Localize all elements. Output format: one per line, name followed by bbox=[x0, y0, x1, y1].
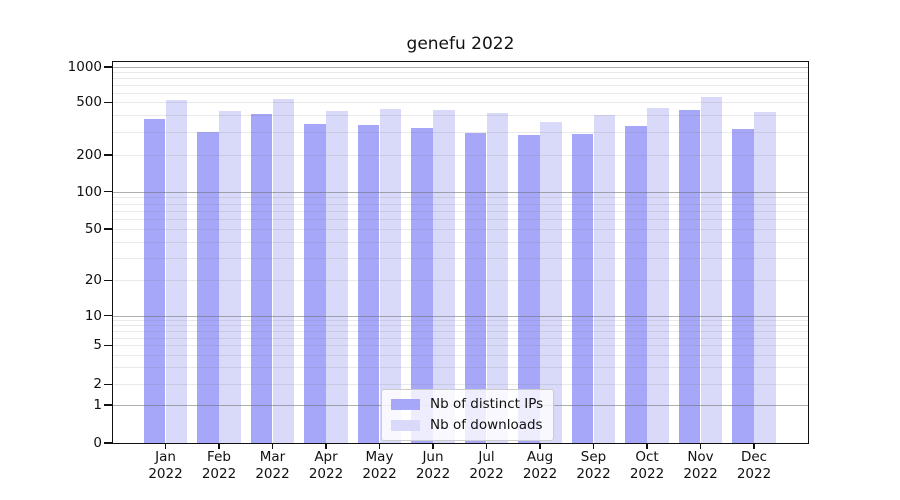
bar-downloads-sep bbox=[593, 115, 616, 443]
y-tick-mark-10 bbox=[104, 314, 112, 317]
legend-row-downloads: Nb of downloads bbox=[391, 418, 543, 433]
x-tick-mark-jan bbox=[164, 443, 167, 449]
x-tick-mark-dec bbox=[753, 443, 755, 449]
x-tick-mark-aug bbox=[539, 443, 541, 449]
bar-downloads-apr bbox=[326, 111, 348, 443]
bar-distinct-ips-dec bbox=[732, 128, 754, 443]
bar-downloads-jun bbox=[433, 110, 455, 443]
plot-area: Nb of distinct IPs Nb of downloads bbox=[112, 61, 809, 444]
bar-distinct-ips-apr bbox=[304, 123, 326, 443]
x-tick-label-jun: Jun 2022 bbox=[415, 449, 451, 482]
bar-distinct-ips-may bbox=[357, 125, 380, 443]
x-tick-mark-sep bbox=[592, 443, 595, 449]
bar-distinct-ips-jan bbox=[143, 118, 166, 443]
chart-title: genefu 2022 bbox=[406, 34, 515, 54]
x-tick-mark-feb bbox=[218, 443, 220, 449]
x-tick-label-dec: Dec 2022 bbox=[736, 449, 772, 482]
x-tick-mark-nov bbox=[699, 443, 702, 449]
y-tick-label-2: 2 bbox=[93, 376, 102, 393]
y-tick-mark-1000 bbox=[104, 66, 112, 68]
x-tick-label-aug: Aug 2022 bbox=[522, 449, 558, 482]
bar-downloads-jul bbox=[486, 113, 509, 443]
x-tick-mark-jul bbox=[485, 443, 488, 449]
bar-downloads-jan bbox=[165, 99, 188, 443]
bar-downloads-aug bbox=[540, 122, 562, 443]
x-tick-label-may: May 2022 bbox=[362, 449, 397, 482]
y-tick-label-20: 20 bbox=[84, 272, 102, 289]
x-tick-mark-may bbox=[378, 443, 381, 449]
x-tick-mark-apr bbox=[325, 443, 327, 449]
x-tick-label-jan: Jan 2022 bbox=[148, 449, 183, 482]
bar-layer bbox=[113, 62, 808, 443]
y-tick-label-50: 50 bbox=[84, 221, 102, 238]
y-tick-mark-1 bbox=[104, 404, 112, 406]
legend-label-distinct-ips: Nb of distinct IPs bbox=[430, 396, 544, 412]
x-tick-label-jul: Jul 2022 bbox=[469, 449, 504, 482]
y-tick-label-1000: 1000 bbox=[67, 58, 102, 75]
y-tick-label-200: 200 bbox=[76, 147, 102, 164]
y-tick-mark-100 bbox=[104, 190, 112, 193]
y-tick-label-5: 5 bbox=[93, 337, 102, 354]
bar-downloads-feb bbox=[219, 111, 241, 443]
y-tick-mark-500 bbox=[104, 101, 112, 104]
y-tick-mark-0 bbox=[104, 442, 112, 444]
y-tick-label-1: 1 bbox=[93, 396, 102, 413]
y-tick-label-100: 100 bbox=[76, 183, 102, 200]
bar-distinct-ips-jul bbox=[464, 132, 487, 443]
x-tick-mark-mar bbox=[271, 443, 274, 449]
y-tick-mark-50 bbox=[104, 228, 112, 230]
y-tick-mark-20 bbox=[104, 279, 112, 281]
x-tick-label-nov: Nov 2022 bbox=[683, 449, 718, 482]
bar-distinct-ips-oct bbox=[625, 126, 647, 443]
y-tick-mark-200 bbox=[104, 154, 112, 156]
y-tick-label-500: 500 bbox=[76, 94, 102, 111]
x-tick-label-apr: Apr 2022 bbox=[308, 449, 344, 482]
bar-distinct-ips-jun bbox=[411, 128, 433, 443]
legend-label-downloads: Nb of downloads bbox=[430, 417, 543, 433]
bar-downloads-nov bbox=[700, 96, 723, 443]
bar-distinct-ips-mar bbox=[250, 113, 273, 443]
x-tick-mark-oct bbox=[646, 443, 648, 449]
bar-distinct-ips-feb bbox=[197, 131, 219, 443]
bar-downloads-oct bbox=[647, 108, 669, 443]
x-tick-mark-jun bbox=[432, 443, 434, 449]
legend: Nb of distinct IPs Nb of downloads bbox=[381, 389, 555, 441]
x-tick-label-sep: Sep 2022 bbox=[576, 449, 611, 482]
bar-distinct-ips-nov bbox=[678, 110, 701, 443]
y-tick-mark-5 bbox=[104, 344, 112, 347]
bar-downloads-dec bbox=[754, 111, 776, 443]
bar-distinct-ips-aug bbox=[518, 134, 540, 443]
bar-distinct-ips-sep bbox=[571, 133, 594, 443]
legend-swatch-distinct-ips bbox=[391, 399, 420, 410]
y-tick-label-10: 10 bbox=[84, 307, 102, 324]
legend-swatch-downloads bbox=[391, 420, 420, 431]
x-tick-label-oct: Oct 2022 bbox=[629, 449, 665, 482]
x-tick-label-feb: Feb 2022 bbox=[201, 449, 237, 482]
x-tick-label-mar: Mar 2022 bbox=[255, 449, 290, 482]
legend-row-distinct-ips: Nb of distinct IPs bbox=[391, 397, 543, 412]
bar-downloads-mar bbox=[272, 99, 295, 443]
y-tick-label-0: 0 bbox=[93, 435, 102, 451]
y-tick-mark-2 bbox=[104, 383, 112, 385]
